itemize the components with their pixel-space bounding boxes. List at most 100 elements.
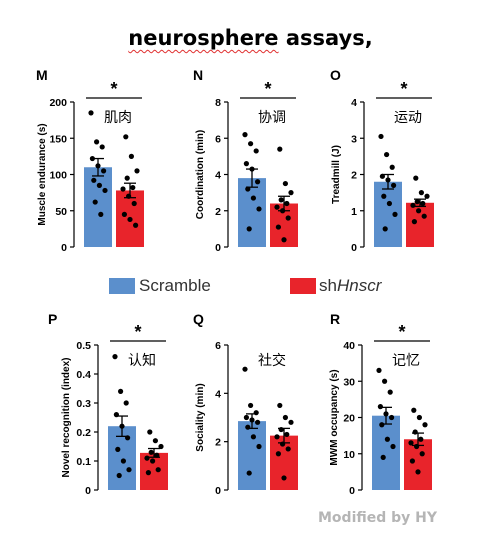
y-tick-label: 150 xyxy=(49,133,67,145)
data-point xyxy=(377,404,383,410)
panel-m: M 0 50 100 150 200 Muscle endurance (s) * 肌肉 xyxy=(36,67,144,254)
data-point xyxy=(123,400,129,406)
y-tick-label: 1 xyxy=(351,206,357,218)
data-point xyxy=(249,417,255,423)
panel-p: P 0 0.1 0.2 0.3 0.4 0.5 Novel recognition (inde… xyxy=(48,311,168,497)
data-point xyxy=(274,204,280,210)
data-point xyxy=(119,423,125,429)
title-misspelled-word: neurosphere xyxy=(128,26,279,50)
data-point xyxy=(281,475,287,481)
significance-star: * xyxy=(264,79,271,99)
data-point xyxy=(256,443,262,450)
data-point xyxy=(381,193,387,199)
panel-letter: M xyxy=(36,67,48,83)
data-point xyxy=(282,180,288,187)
y-tick-label: 20 xyxy=(343,413,355,425)
y-tick-label: 30 xyxy=(343,376,355,388)
panel-letter: N xyxy=(193,67,203,83)
bar-scramble xyxy=(374,181,402,247)
data-point xyxy=(246,470,252,476)
data-point xyxy=(420,200,426,207)
y-tick-label: 0 xyxy=(215,242,221,254)
data-point xyxy=(379,422,385,428)
data-point xyxy=(256,206,262,212)
y-axis-label: MWM occupancy (s) xyxy=(329,369,340,465)
data-point xyxy=(418,436,424,442)
data-point xyxy=(382,378,388,384)
data-point xyxy=(89,155,95,162)
data-point xyxy=(255,179,261,185)
data-point xyxy=(128,153,134,159)
legend-scramble-swatch xyxy=(109,278,135,294)
data-point xyxy=(92,199,98,205)
data-point xyxy=(275,224,281,230)
data-point xyxy=(412,429,418,435)
data-point xyxy=(123,134,129,140)
y-tick-label: 10 xyxy=(343,449,355,461)
data-point xyxy=(94,139,100,145)
data-point xyxy=(155,467,161,473)
y-tick-label: 2 xyxy=(215,206,221,218)
panel-annotation: 运动 xyxy=(394,110,422,126)
panel-letter: P xyxy=(48,311,57,327)
y-tick-label: 0 xyxy=(349,485,355,497)
data-point xyxy=(384,436,390,442)
y-tick-label: 6 xyxy=(215,133,221,145)
data-point xyxy=(408,440,414,446)
data-point xyxy=(121,211,127,217)
data-point xyxy=(421,213,427,219)
y-tick-label: 0 xyxy=(351,242,357,254)
y-tick-label: 6 xyxy=(215,340,221,352)
y-axis-label: Coordination (min) xyxy=(195,130,206,219)
data-point xyxy=(280,208,286,214)
data-point xyxy=(147,429,153,435)
data-point xyxy=(245,424,251,430)
data-point xyxy=(124,175,130,181)
y-tick-label: 4 xyxy=(215,388,221,400)
panel-annotation: 认知 xyxy=(128,352,156,369)
data-point xyxy=(131,200,137,207)
data-point xyxy=(154,452,160,458)
data-point xyxy=(409,458,415,464)
data-point xyxy=(422,422,428,428)
page-title: neurosphere assays, xyxy=(0,26,501,50)
y-tick-label: 0.5 xyxy=(76,340,91,352)
data-point xyxy=(126,467,132,473)
data-point xyxy=(387,389,393,395)
data-point xyxy=(118,388,124,394)
data-point xyxy=(246,226,252,232)
legend-sh-prefix: sh xyxy=(319,276,337,295)
bar-scramble xyxy=(372,415,400,490)
data-point xyxy=(385,177,391,183)
y-tick-label: 0.4 xyxy=(76,369,91,381)
data-point xyxy=(250,434,256,440)
significance-star: * xyxy=(400,79,407,99)
data-point xyxy=(277,402,283,409)
data-point xyxy=(418,190,424,196)
data-point xyxy=(284,200,290,207)
data-point xyxy=(278,426,284,433)
data-point xyxy=(248,402,254,409)
panel-letter: Q xyxy=(193,311,204,327)
data-point xyxy=(91,177,97,183)
data-point xyxy=(285,446,291,452)
data-point xyxy=(379,173,385,179)
legend-sh-italic: Hnscr xyxy=(336,276,382,295)
data-point xyxy=(152,438,158,444)
data-point xyxy=(411,407,417,413)
data-point xyxy=(95,163,101,169)
panel-o: O 0 1 2 3 4 Treadmill (J) * 运动 xyxy=(330,67,434,254)
y-tick-label: 0 xyxy=(215,485,221,497)
data-point xyxy=(414,199,420,205)
data-point xyxy=(386,200,392,207)
legend-shhnscr-label: shHnscr xyxy=(319,276,381,296)
panel-annotation: 记忆 xyxy=(392,353,420,369)
data-point xyxy=(245,186,251,192)
y-tick-label: 100 xyxy=(49,170,67,182)
panel-r: R 0 10 20 30 40 MWM occupancy (s) * 记忆 xyxy=(329,311,432,497)
data-point xyxy=(383,411,389,417)
data-point xyxy=(389,164,395,170)
data-point xyxy=(115,446,121,452)
data-point xyxy=(249,166,255,172)
